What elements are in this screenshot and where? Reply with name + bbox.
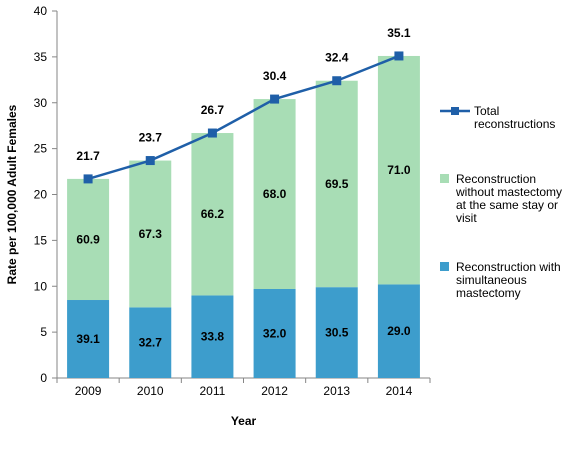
- bar-label-without-mastectomy: 66.2: [201, 207, 225, 221]
- bar-without-mastectomy: [377, 55, 420, 285]
- bar-without-mastectomy: [191, 133, 234, 296]
- x-tick-label: 2012: [261, 384, 288, 398]
- bar-label-simultaneous: 39.1: [76, 332, 100, 346]
- bar-label-without-mastectomy: 71.0: [387, 163, 411, 177]
- bar-without-mastectomy: [253, 99, 296, 290]
- x-tick-label: 2014: [386, 384, 413, 398]
- x-tick-label: 2010: [137, 384, 164, 398]
- bar-simultaneous: [129, 307, 172, 378]
- bar-label-simultaneous: 29.0: [387, 324, 411, 338]
- legend-label-line: Total: [474, 104, 499, 118]
- legend-simultaneous-swatch: [440, 262, 449, 271]
- x-tick-label: 2013: [323, 384, 350, 398]
- legend-label-line: Reconstruction: [456, 172, 536, 186]
- bar-label-without-mastectomy: 60.9: [76, 232, 100, 246]
- bar-without-mastectomy: [67, 178, 110, 301]
- total-point-label: 26.7: [201, 103, 225, 117]
- bar-without-mastectomy: [315, 80, 358, 288]
- y-tick-label: 30: [34, 96, 48, 110]
- legend-without-swatch: [440, 174, 449, 183]
- legend-label-line: Reconstruction with: [456, 260, 561, 274]
- legend-label-line: without mastectomy: [455, 185, 562, 199]
- x-ticks: 2009 2010 2011 2012 2013 2014: [56, 378, 431, 398]
- total-point-label: 21.7: [76, 149, 100, 163]
- total-point-label: 30.4: [263, 69, 287, 83]
- x-tick-label: 2009: [75, 384, 102, 398]
- bar-simultaneous: [253, 289, 296, 378]
- x-tick-label: 2011: [200, 384, 226, 398]
- bar-without-mastectomy: [129, 160, 172, 308]
- total-point-label: 35.1: [387, 26, 411, 40]
- total-point: [207, 128, 217, 138]
- bar-label-without-mastectomy: 67.3: [139, 227, 163, 241]
- bar-label-simultaneous: 32.7: [139, 336, 163, 350]
- y-tick-label: 35: [34, 50, 48, 64]
- y-tick-label: 15: [34, 233, 48, 247]
- total-line: [87, 54, 400, 181]
- y-tick-label: 5: [40, 325, 47, 339]
- total-point: [270, 94, 280, 104]
- x-axis-label: Year: [231, 414, 257, 428]
- total-point-label: 23.7: [139, 131, 163, 145]
- y-tick-label: 40: [34, 4, 48, 18]
- legend-total-marker: [451, 107, 459, 115]
- y-tick-label: 25: [34, 142, 48, 156]
- bar-label-simultaneous: 32.0: [263, 327, 287, 341]
- legend-label-line: mastectomy: [456, 286, 521, 300]
- bar-simultaneous: [191, 295, 234, 378]
- y-tick-label: 0: [40, 371, 47, 385]
- legend-label-line: at the same stay or: [456, 198, 558, 212]
- y-tick-label: 10: [34, 279, 48, 293]
- bar-label-simultaneous: 33.8: [201, 330, 225, 344]
- y-ticks: 0 5 10 15 20 25 30 35 40: [34, 4, 57, 385]
- total-point: [394, 51, 404, 61]
- total-point: [145, 156, 155, 166]
- total-point-label: 32.4: [325, 51, 349, 65]
- line-series: 21.7 23.7 26.7 30.4 32.4 35.1: [76, 26, 411, 184]
- bar-label-without-mastectomy: 69.5: [325, 177, 349, 191]
- bar-label-without-mastectomy: 68.0: [263, 187, 287, 201]
- bar-simultaneous: [377, 284, 420, 378]
- bar-simultaneous: [67, 300, 110, 378]
- bars: 39.1 60.9 32.7 67.3 33.8 66.2 32.0 68.0 30.5 69.5…: [67, 55, 420, 378]
- y-axis-label: Rate per 100,000 Adult Females: [5, 104, 19, 284]
- y-tick-label: 20: [34, 188, 48, 202]
- bar-simultaneous: [315, 287, 358, 378]
- legend-label-line: reconstructions: [474, 117, 555, 131]
- total-point: [83, 174, 93, 184]
- legend-label-line: simultaneous: [456, 273, 527, 287]
- bar-label-simultaneous: 30.5: [325, 326, 349, 340]
- legend-label-line: visit: [456, 211, 477, 225]
- total-point: [332, 76, 342, 86]
